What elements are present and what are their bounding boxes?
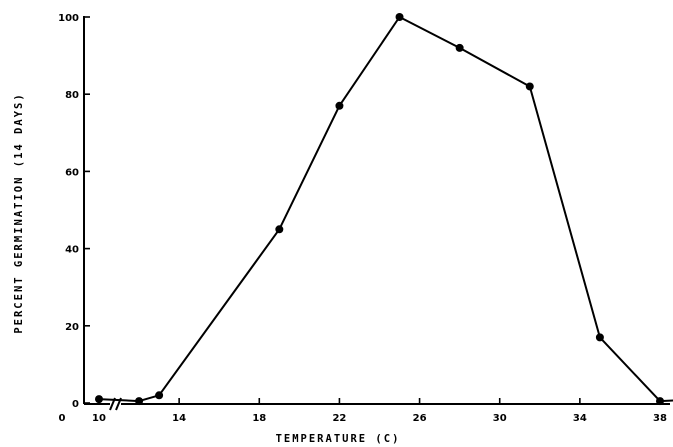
data-point xyxy=(525,82,534,91)
x-tick-label: 22 xyxy=(332,413,346,424)
data-point xyxy=(275,225,284,234)
data-points xyxy=(95,13,664,406)
x-tick-label: 26 xyxy=(413,413,427,424)
y-tick-label: 0 xyxy=(72,399,79,410)
data-point xyxy=(95,395,103,404)
data-point xyxy=(135,397,144,406)
y-tick-label: 20 xyxy=(65,322,79,333)
data-point xyxy=(335,101,344,110)
y-axis-title: PERCENT GERMINATION (14 DAYS) xyxy=(13,92,25,333)
data-point xyxy=(155,391,164,400)
x-axis-title: TEMPERATURE (C) xyxy=(276,433,401,445)
x-tick-label: 38 xyxy=(653,413,667,424)
y-tick-label: 80 xyxy=(65,90,79,101)
data-point xyxy=(395,13,404,21)
y-ticks: 0 20 40 60 80 100 xyxy=(58,13,90,410)
x-origin-label: 0 xyxy=(59,413,66,424)
y-tick-label: 100 xyxy=(58,13,79,24)
x-tick-label: 14 xyxy=(172,413,186,424)
y-tick-label: 60 xyxy=(65,167,79,178)
x-ticks: 10 14 18 22 26 30 34 38 xyxy=(92,398,667,424)
data-point xyxy=(595,333,604,342)
y-tick-label: 40 xyxy=(65,245,79,256)
data-point xyxy=(455,43,464,52)
x-tick-label: 30 xyxy=(493,413,507,424)
series-line xyxy=(98,16,673,403)
x-tick-label: 10 xyxy=(92,413,106,424)
x-tick-label: 34 xyxy=(573,413,587,424)
data-point xyxy=(656,397,664,406)
x-tick-label: 18 xyxy=(252,413,266,424)
